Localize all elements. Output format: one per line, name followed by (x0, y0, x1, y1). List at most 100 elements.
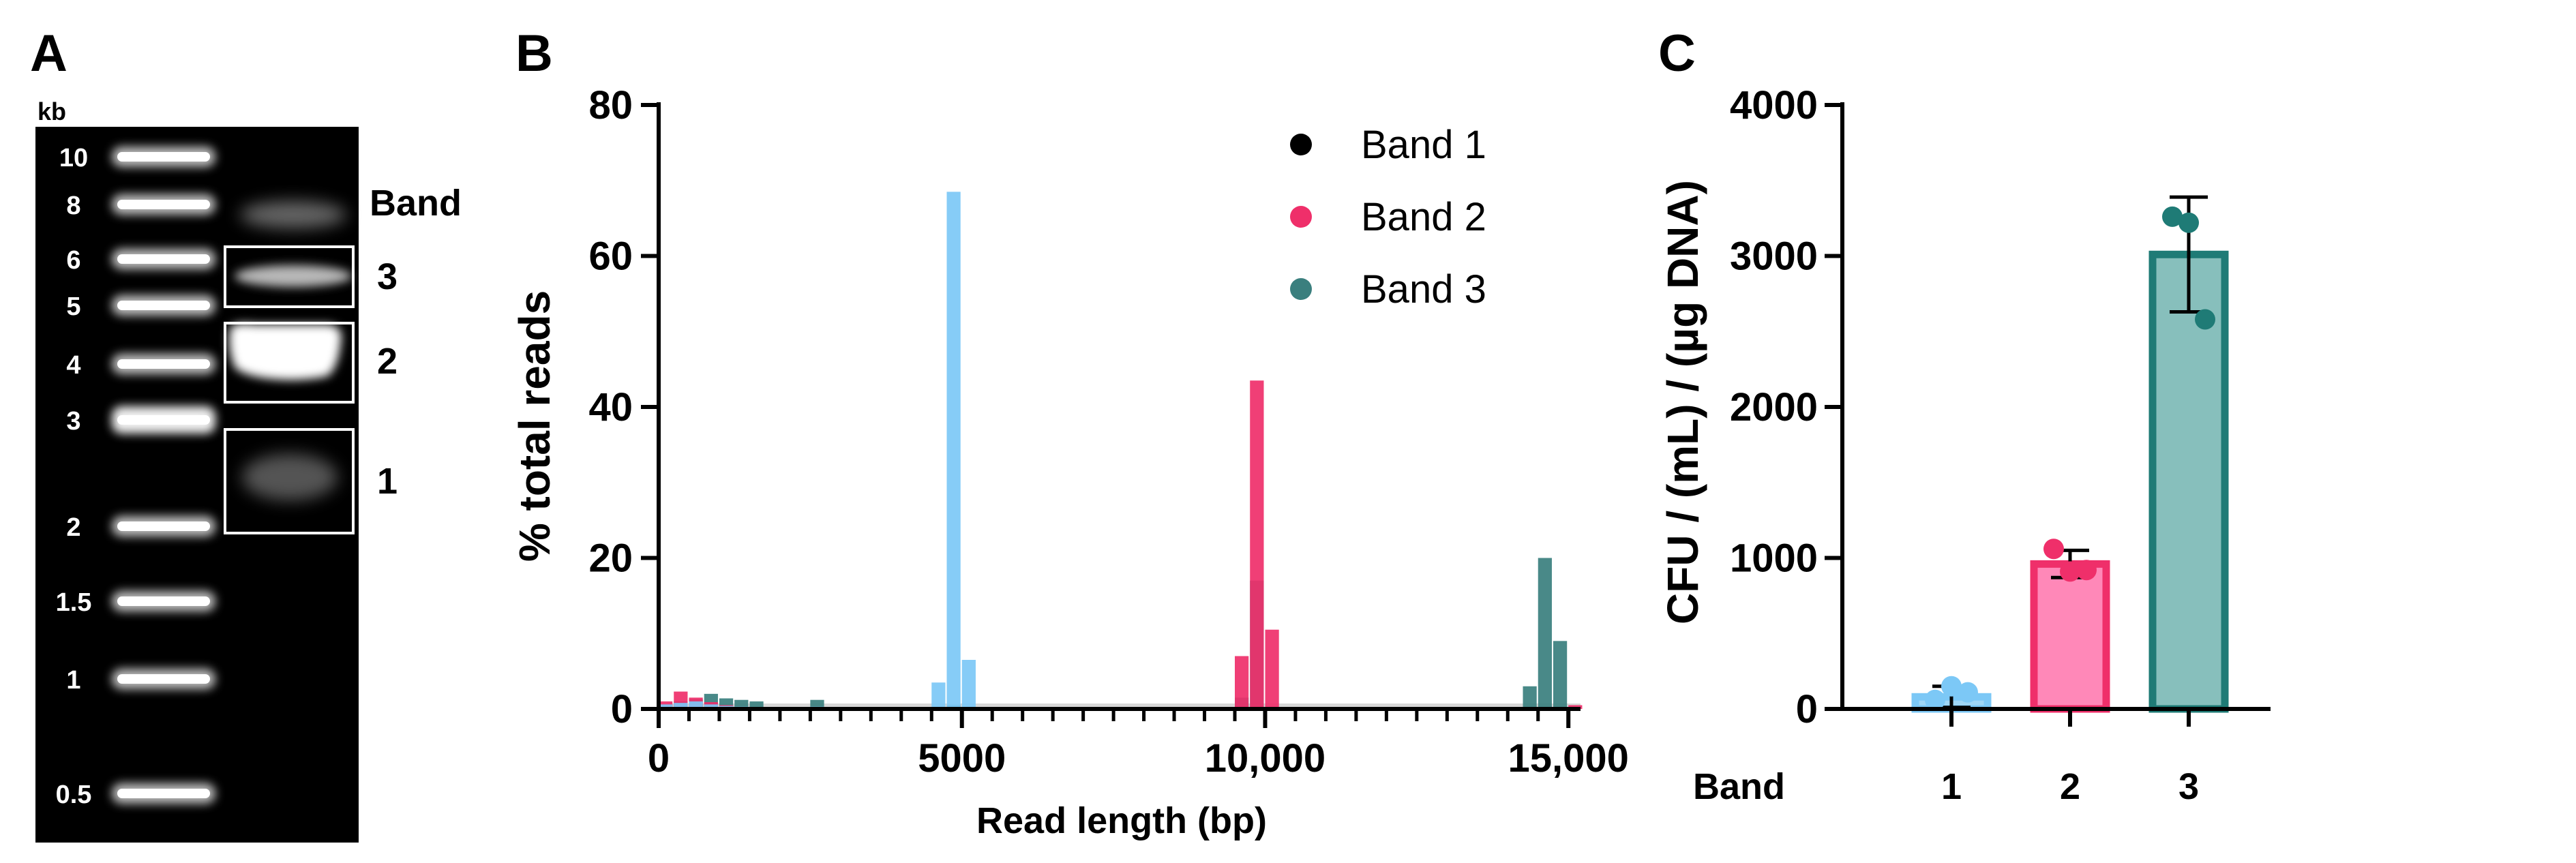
sample-lane (229, 201, 352, 500)
cfu-bar-2 (2030, 560, 2110, 713)
ladder-band (117, 674, 210, 684)
ladder-label: 2 (66, 513, 80, 542)
ladder-band (117, 152, 210, 162)
hist-bar-band-1 (961, 660, 976, 709)
ladder-label: 1.5 (56, 588, 92, 617)
legend-label: Band 3 (1361, 267, 1486, 312)
cfu-bar-3 (2148, 250, 2229, 713)
ladder-labels: 10 8 6 5 4 3 2 1.5 1 0.5 (56, 144, 92, 809)
cfu-data-point (2043, 539, 2064, 560)
hist-bar-band-1 (931, 682, 946, 709)
ladder-band (117, 596, 210, 606)
cfu-y-axis-label: CFU / (mL) / (µg DNA) (1658, 180, 1707, 624)
legend-marker (1290, 206, 1312, 228)
cfu-x-axis-label: Band (1693, 766, 1785, 807)
box-label-3: 3 (377, 256, 398, 297)
hist-baseline (659, 703, 1581, 709)
cfu-data-point (2060, 561, 2080, 582)
ladder-band (117, 301, 210, 310)
hist-y-tick-label: 20 (588, 536, 633, 581)
panel-letter-c: C (1658, 25, 1696, 82)
ladder-band (117, 254, 210, 264)
ladder-label: 0.5 (56, 781, 92, 809)
legend-label: Band 1 (1361, 123, 1486, 167)
hist-bar-band-3 (1553, 641, 1568, 709)
hist-x-tick-label: 0 (648, 736, 670, 781)
kb-label: kb (38, 97, 66, 125)
cfu-bars (1911, 195, 2229, 713)
sample-band-2-glow (229, 323, 342, 380)
sample-band-3-glow (235, 265, 352, 287)
ladder-label: 10 (59, 144, 88, 172)
histogram-y-axis-label: % total reads (510, 290, 559, 562)
hist-bar-band-3 (1538, 558, 1552, 709)
gel-box-band-2 (224, 322, 355, 404)
gel-box-band-3 (224, 245, 355, 308)
hist-y-tick-label: 80 (588, 83, 633, 127)
ladder-band (117, 359, 210, 369)
ladder-band (117, 521, 210, 531)
cfu-data-point (2178, 212, 2199, 233)
legend-marker (1290, 278, 1312, 300)
hist-bar-band-1 (946, 192, 961, 709)
hist-bar-band-2 (1235, 656, 1249, 709)
histogram-legend: Band 1 Band 2 Band 3 (1290, 123, 1486, 312)
hist-bar-band-1 (659, 704, 673, 709)
cfu-y-tick-label: 4000 (1730, 83, 1818, 127)
panel-c-bar-chart: C 0 1000 2000 3000 4000 1 2 3 CFU / (mL) / (µg … (1658, 25, 2271, 807)
hist-bar-band-3 (1523, 686, 1537, 709)
ladder-label: 8 (66, 192, 80, 220)
histogram-x-axis-label: Read length (bp) (976, 800, 1267, 841)
hist-x-tick-label: 5000 (918, 736, 1006, 781)
hist-y-tick-label: 0 (611, 687, 633, 731)
panel-b-histogram: B 0 20 40 60 80 0 5000 10,000 15,000 Read length… (510, 25, 1629, 841)
box-label-2: 2 (377, 341, 398, 382)
ladder-label: 3 (66, 407, 80, 436)
cfu-data-point (2162, 206, 2183, 227)
cfu-y-tick-label: 0 (1796, 687, 1818, 731)
cfu-y-tick-label: 3000 (1730, 234, 1818, 279)
hist-bar-band-1 (689, 701, 703, 709)
panel-letter-b: B (515, 25, 553, 82)
hist-x-tick-label: 10,000 (1205, 736, 1326, 781)
cfu-category-label: 2 (2060, 766, 2080, 807)
gel-box-band-1 (224, 428, 355, 534)
ladder-band (117, 415, 210, 425)
cfu-axes: 0 1000 2000 3000 4000 1 2 3 (1730, 83, 2271, 807)
hist-bar-band-3 (749, 701, 764, 709)
cfu-data-point (2076, 560, 2097, 581)
panel-letter-a: A (30, 25, 68, 82)
hist-y-tick-label: 40 (588, 385, 633, 429)
sample-smear-top (240, 201, 346, 228)
cfu-data-point (1958, 682, 1978, 703)
ladder-label: 5 (66, 292, 80, 321)
ladder-band (117, 789, 210, 798)
histogram-bars (659, 192, 1583, 709)
hist-bar-band-2 (1250, 380, 1264, 709)
ladder-bands (112, 147, 215, 804)
histogram-axes: 0 20 40 60 80 0 5000 10,000 15,000 (588, 83, 1628, 781)
hist-bar-band-1 (704, 704, 718, 709)
panel-a-gel: A kb 10 8 6 5 4 3 2 1.5 1 0.5 Band 3 2 1 (30, 25, 462, 843)
hist-x-tick-label: 15,000 (1508, 736, 1629, 781)
cfu-data-point (1941, 676, 1962, 697)
ladder-label: 4 (66, 351, 80, 380)
box-label-1: 1 (377, 461, 398, 502)
cfu-data-point (2195, 309, 2215, 330)
hist-y-tick-label: 60 (588, 234, 633, 279)
hist-bar-band-2 (1265, 629, 1279, 709)
ladder-label: 1 (66, 666, 80, 695)
legend-label: Band 2 (1361, 195, 1486, 239)
cfu-category-label: 3 (2178, 766, 2199, 807)
cfu-data-point (1925, 689, 1945, 710)
band-header: Band (370, 183, 462, 224)
hist-bar-band-1 (674, 703, 688, 709)
cfu-category-label: 1 (1941, 766, 1962, 807)
legend-marker (1290, 134, 1312, 155)
cfu-y-tick-label: 1000 (1730, 536, 1818, 581)
ladder-band (117, 200, 210, 209)
cfu-y-tick-label: 2000 (1730, 385, 1818, 429)
sample-band-1-glow (242, 454, 338, 500)
ladder-label: 6 (66, 246, 80, 275)
